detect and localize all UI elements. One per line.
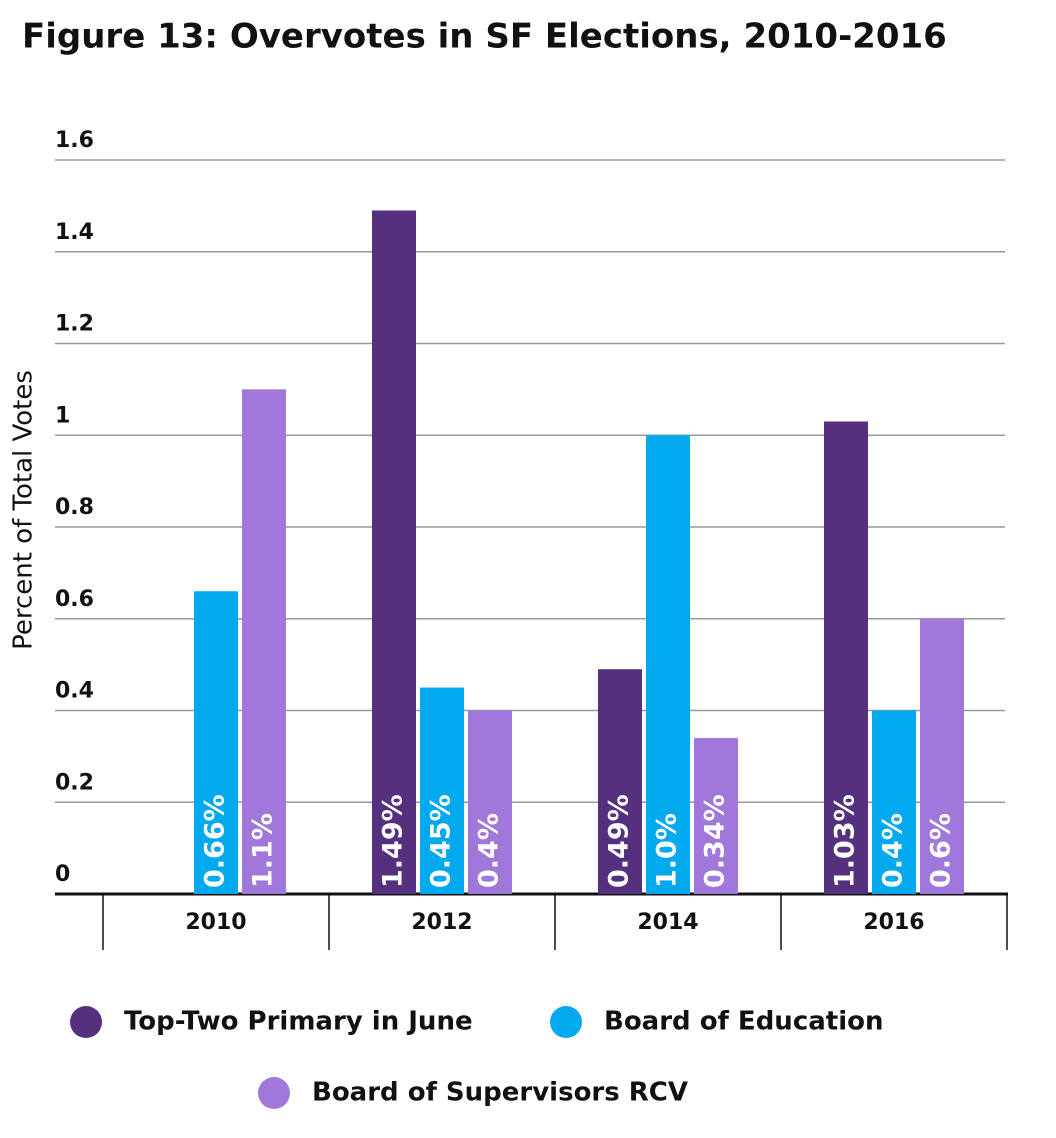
y-tick-label: 0.2 [55, 770, 94, 795]
y-tick-label: 0.4 [55, 679, 94, 704]
legend-marker [550, 1006, 582, 1038]
value-label: 0.4% [878, 813, 909, 888]
value-label: 1.49% [378, 794, 409, 888]
value-label: 1.1% [248, 813, 279, 888]
y-axis-title: Percent of Total Votes [9, 370, 39, 650]
x-tick-label: 2014 [637, 910, 698, 935]
y-tick-label: 1.4 [55, 220, 94, 245]
x-tick-label: 2016 [863, 910, 924, 935]
legend-label: Top-Two Primary in June [124, 1007, 473, 1037]
chart-title: Figure 13: Overvotes in SF Elections, 20… [22, 17, 947, 57]
x-tick-label: 2010 [185, 910, 246, 935]
y-tick-label: 1.2 [55, 312, 94, 337]
value-label: 0.4% [474, 813, 505, 888]
value-label: 0.45% [426, 794, 457, 888]
bar [872, 710, 916, 894]
value-label: 1.0% [652, 813, 683, 888]
bar [694, 738, 738, 894]
y-tick-label: 1.6 [55, 128, 94, 153]
value-label: 0.66% [200, 794, 231, 888]
value-label: 0.49% [604, 794, 635, 888]
value-label: 1.03% [830, 794, 861, 888]
y-tick-label: 1 [55, 403, 70, 428]
value-label: 0.34% [700, 794, 731, 888]
y-tick-label: 0.6 [55, 587, 94, 612]
bar [598, 669, 642, 894]
bar [920, 618, 964, 894]
bar [194, 591, 238, 894]
bar [242, 389, 286, 894]
bar [468, 710, 512, 894]
value-label: 0.6% [926, 813, 957, 888]
y-tick-label: 0.8 [55, 495, 94, 520]
bar [646, 435, 690, 894]
x-tick-label: 2012 [411, 910, 472, 935]
legend-marker [70, 1006, 102, 1038]
bar [372, 210, 416, 894]
legend-label: Board of Education [604, 1007, 884, 1037]
y-tick-label: 0 [55, 862, 70, 887]
bar [420, 687, 464, 894]
legend-marker [258, 1077, 290, 1109]
legend-label: Board of Supervisors RCV [312, 1078, 688, 1108]
bar [824, 421, 868, 894]
